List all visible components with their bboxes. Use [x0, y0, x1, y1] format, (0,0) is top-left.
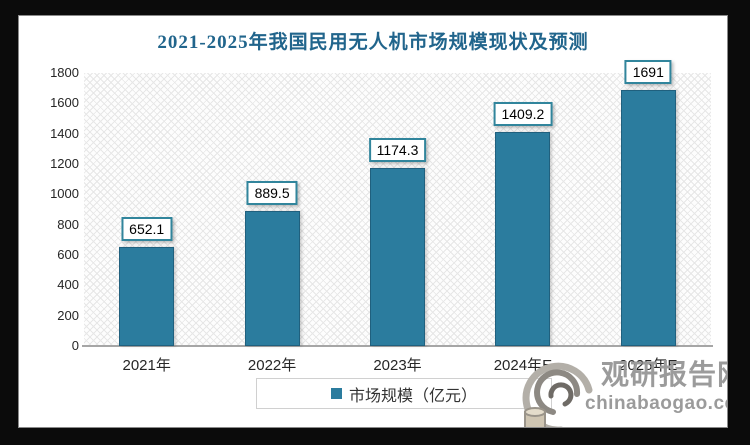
bar	[244, 211, 300, 346]
y-axis-tick-label: 1400	[50, 125, 79, 141]
x-axis-label: 2022年	[247, 357, 297, 374]
x-axis-label: 2025年E	[619, 357, 678, 374]
legend-label: 市场规模（亿元）	[348, 387, 477, 405]
y-axis-tick-label: 1600	[50, 95, 79, 111]
bar-value-label: 1174.3	[368, 137, 427, 162]
bar	[620, 89, 676, 346]
watermark-site-url: chinabaogao.com	[585, 393, 727, 414]
x-axis-label: 2021年	[122, 357, 171, 374]
bar-value-label: 1691	[624, 59, 672, 84]
y-axis-tick-label: 1200	[50, 156, 79, 171]
bar	[119, 247, 175, 346]
bar-value-label: 889.5	[246, 181, 298, 206]
y-axis-tick-label: 0	[71, 338, 79, 353]
chart-title: 2021-2025年我国民用无人机市场规模现状及预测	[157, 32, 589, 53]
legend: 市场规模（亿元）	[256, 378, 552, 409]
y-axis-tick-label: 1800	[50, 65, 79, 80]
bar-value-label: 1409.2	[493, 102, 553, 127]
x-axis-label: 2024年E	[493, 357, 553, 374]
legend-marker-icon	[330, 388, 342, 399]
y-axis-tick-label: 600	[57, 247, 79, 262]
y-axis-tick-label: 1000	[50, 186, 79, 202]
x-axis-label: 2023年	[373, 357, 422, 374]
y-axis-tick-label: 400	[57, 277, 79, 293]
bar	[495, 132, 551, 346]
y-axis-tick-label: 200	[57, 307, 79, 323]
chart-panel: 2021-2025年我国民用无人机市场规模现状及预测 0 200 400 600 800…	[18, 15, 728, 428]
bar	[370, 167, 425, 346]
bar-value-label: 652.1	[121, 217, 173, 242]
x-axis-line	[82, 345, 713, 347]
y-axis-tick-label: 800	[57, 216, 79, 232]
